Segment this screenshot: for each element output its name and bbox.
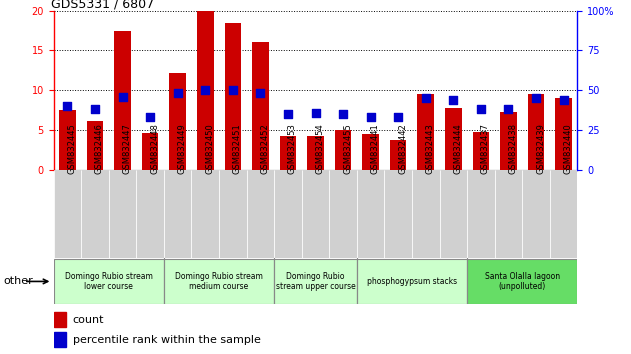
Bar bbox=[329, 170, 357, 258]
Bar bbox=[522, 170, 550, 258]
Bar bbox=[197, 11, 213, 170]
Point bbox=[283, 111, 293, 117]
Bar bbox=[219, 170, 247, 258]
Text: GSM832453: GSM832453 bbox=[288, 124, 297, 174]
Text: GSM832445: GSM832445 bbox=[68, 124, 76, 174]
Bar bbox=[440, 170, 467, 258]
Bar bbox=[86, 120, 103, 170]
Bar bbox=[54, 170, 81, 258]
Bar bbox=[274, 170, 302, 258]
Bar bbox=[191, 170, 219, 258]
Text: GSM832439: GSM832439 bbox=[536, 124, 545, 174]
Bar bbox=[54, 332, 66, 347]
Bar bbox=[473, 132, 489, 170]
Point bbox=[504, 107, 514, 112]
Text: GSM832438: GSM832438 bbox=[509, 123, 517, 174]
Bar bbox=[169, 73, 186, 170]
Bar bbox=[500, 112, 517, 170]
Bar bbox=[164, 259, 274, 303]
Point bbox=[310, 110, 321, 115]
Bar bbox=[54, 259, 164, 303]
Text: GSM832443: GSM832443 bbox=[426, 124, 435, 174]
Text: count: count bbox=[73, 315, 104, 325]
Text: GDS5331 / 6807: GDS5331 / 6807 bbox=[51, 0, 154, 11]
Text: GSM832440: GSM832440 bbox=[563, 124, 572, 174]
Text: GSM832454: GSM832454 bbox=[316, 124, 324, 174]
Bar bbox=[136, 170, 164, 258]
Text: GSM832444: GSM832444 bbox=[453, 124, 463, 174]
Bar bbox=[114, 32, 131, 170]
Bar bbox=[384, 170, 412, 258]
Bar bbox=[274, 259, 357, 303]
Text: GSM832452: GSM832452 bbox=[261, 124, 269, 174]
Bar bbox=[142, 133, 158, 170]
Bar bbox=[280, 136, 296, 170]
Text: Domingo Rubio
stream upper course: Domingo Rubio stream upper course bbox=[276, 272, 355, 291]
Bar bbox=[225, 23, 241, 170]
Point bbox=[338, 111, 348, 117]
Bar bbox=[412, 170, 440, 258]
Text: GSM832447: GSM832447 bbox=[122, 124, 131, 174]
Text: Domingo Rubio stream
lower course: Domingo Rubio stream lower course bbox=[65, 272, 153, 291]
Bar bbox=[357, 170, 384, 258]
Bar bbox=[109, 170, 136, 258]
Point bbox=[90, 107, 100, 112]
Point bbox=[173, 91, 183, 96]
Text: percentile rank within the sample: percentile rank within the sample bbox=[73, 335, 261, 345]
Point bbox=[256, 91, 266, 96]
Bar bbox=[528, 94, 545, 170]
Bar bbox=[362, 134, 379, 170]
Bar bbox=[81, 170, 109, 258]
Bar bbox=[357, 259, 467, 303]
Bar bbox=[445, 108, 462, 170]
Bar bbox=[467, 170, 495, 258]
Bar bbox=[307, 136, 324, 170]
Bar bbox=[302, 170, 329, 258]
Point bbox=[393, 115, 403, 120]
Bar bbox=[467, 259, 577, 303]
Point bbox=[62, 103, 73, 109]
Point bbox=[558, 97, 569, 103]
Point bbox=[448, 97, 458, 103]
Point bbox=[145, 115, 155, 120]
Point bbox=[476, 107, 486, 112]
Text: GSM832446: GSM832446 bbox=[95, 124, 104, 174]
Text: Domingo Rubio stream
medium course: Domingo Rubio stream medium course bbox=[175, 272, 263, 291]
Text: other: other bbox=[3, 276, 33, 286]
Bar bbox=[335, 130, 351, 170]
Point bbox=[365, 115, 375, 120]
Bar bbox=[555, 98, 572, 170]
Bar bbox=[495, 170, 522, 258]
Bar bbox=[418, 94, 434, 170]
Bar bbox=[164, 170, 191, 258]
Text: GSM832442: GSM832442 bbox=[398, 124, 407, 174]
Bar bbox=[252, 42, 269, 170]
Bar bbox=[54, 312, 66, 327]
Text: Santa Olalla lagoon
(unpolluted): Santa Olalla lagoon (unpolluted) bbox=[485, 272, 560, 291]
Bar bbox=[550, 170, 577, 258]
Bar bbox=[390, 139, 406, 170]
Point bbox=[228, 87, 238, 93]
Point bbox=[421, 95, 431, 101]
Point bbox=[531, 95, 541, 101]
Text: GSM832437: GSM832437 bbox=[481, 123, 490, 174]
Point bbox=[117, 94, 127, 99]
Text: GSM832441: GSM832441 bbox=[370, 124, 380, 174]
Bar bbox=[59, 110, 76, 170]
Text: GSM832455: GSM832455 bbox=[343, 124, 352, 174]
Bar bbox=[247, 170, 274, 258]
Point bbox=[200, 87, 210, 93]
Text: GSM832450: GSM832450 bbox=[205, 124, 215, 174]
Text: GSM832448: GSM832448 bbox=[150, 124, 159, 174]
Text: phosphogypsum stacks: phosphogypsum stacks bbox=[367, 277, 457, 286]
Text: GSM832451: GSM832451 bbox=[233, 124, 242, 174]
Text: GSM832449: GSM832449 bbox=[178, 124, 187, 174]
